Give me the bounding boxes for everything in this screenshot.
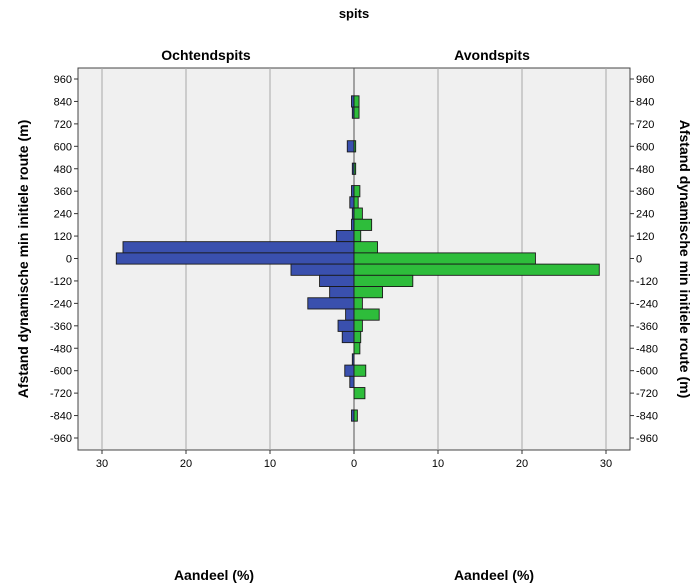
- y-axis-label-right: Afstand dynamische min initiele route (m…: [677, 120, 693, 399]
- y-tick-label-left-9: -120: [50, 276, 72, 288]
- y-tick-label-left-7: 120: [54, 231, 72, 243]
- avondspits-bars: [353, 95, 600, 422]
- bar-ochtendspits-13: [329, 286, 355, 299]
- y-tick-label-left-0: 960: [54, 74, 72, 86]
- panel-title-right: Avondspits: [454, 47, 530, 63]
- bar-ochtendspits-12: [319, 274, 355, 287]
- bar-ochtendspits-15: [345, 308, 355, 321]
- bar-avondspits-0: [353, 95, 360, 108]
- bar-ochtendspits-2: [346, 140, 355, 153]
- x-tick-label-1: 20: [180, 458, 192, 470]
- x-ticks: 30 20 10 0 10 20 30: [96, 450, 612, 470]
- y-tick-label-right-3: 600: [636, 141, 654, 153]
- x-tick-label-2: 10: [264, 458, 276, 470]
- bar-avondspits-4: [353, 185, 361, 198]
- y-tick-label-left-14: -720: [50, 388, 72, 400]
- x-tick-label-6: 30: [600, 458, 612, 470]
- bar-ochtendspits-20: [349, 375, 355, 388]
- bar-avondspits-13: [353, 286, 384, 299]
- y-tick-label-right-6: 240: [636, 209, 654, 221]
- y-tick-label-right-4: 480: [636, 164, 654, 176]
- bar-avondspits-7: [353, 218, 373, 231]
- y-tick-label-left-4: 480: [54, 164, 72, 176]
- bar-avondspits-21: [353, 409, 358, 422]
- x-tick-label-3: 0: [351, 458, 357, 470]
- bar-avondspits-9: [353, 241, 378, 254]
- bar-ochtendspits-9: [122, 241, 355, 254]
- y-tick-label-left-13: -600: [50, 366, 72, 378]
- bar-avondspits-3: [353, 162, 357, 175]
- bar-avondspits-12: [353, 274, 414, 287]
- bar-avondspits-16: [353, 319, 363, 332]
- y-tick-label-right-11: -360: [636, 321, 658, 333]
- bar-ochtendspits-18: [351, 353, 355, 366]
- y-tick-label-left-11: -360: [50, 321, 72, 333]
- y-tick-label-left-3: 600: [54, 141, 72, 153]
- y-tick-label-right-13: -600: [636, 366, 658, 378]
- y-tick-label-right-16: -960: [636, 433, 658, 445]
- bar-avondspits-19: [353, 364, 367, 377]
- y-tick-label-left-12: -480: [50, 343, 72, 355]
- bar-ochtendspits-11: [290, 263, 355, 276]
- y-tick-label-right-14: -720: [636, 388, 658, 400]
- bar-avondspits-11: [353, 263, 600, 276]
- y-tick-label-left-16: -960: [50, 433, 72, 445]
- y-axis-label-left: Afstand dynamische min initiele route (m…: [15, 120, 31, 399]
- bar-avondspits-1: [353, 106, 360, 119]
- y-tick-label-right-5: 360: [636, 186, 654, 198]
- bar-ochtendspits-14: [307, 297, 355, 310]
- bar-avondspits-10: [353, 252, 536, 265]
- bar-ochtendspits-5: [349, 196, 355, 209]
- y-ticks-left: 960 840 720 600 480 360 240 120 0 -120 -240 -360 -48…: [50, 74, 78, 445]
- bar-avondspits-18: [353, 342, 361, 355]
- bar-avondspits-2: [353, 140, 357, 153]
- y-tick-label-right-10: -240: [636, 298, 658, 310]
- bar-ochtendspits-19: [344, 364, 355, 377]
- y-tick-label-left-10: -240: [50, 298, 72, 310]
- bar-avondspits-14: [353, 297, 363, 310]
- bar-avondspits-5: [353, 196, 359, 209]
- y-tick-label-right-2: 720: [636, 119, 654, 131]
- bar-avondspits-8: [353, 230, 362, 243]
- y-tick-label-right-7: 120: [636, 231, 654, 243]
- bar-ochtendspits-8: [335, 230, 355, 243]
- y-tick-label-left-2: 720: [54, 119, 72, 131]
- bar-ochtendspits-10: [115, 252, 355, 265]
- bar-avondspits-17: [353, 330, 362, 344]
- y-tick-label-left-15: -840: [50, 411, 72, 423]
- y-tick-label-right-8: 0: [636, 254, 642, 266]
- y-tick-label-left-6: 240: [54, 209, 72, 221]
- chart-title: spits: [339, 6, 369, 21]
- y-tick-label-right-12: -480: [636, 343, 658, 355]
- y-ticks-right: 960 840 720 600 480 360 240 120 0 -120 -240 -360 -48…: [630, 74, 658, 445]
- bar-ochtendspits-16: [337, 319, 355, 332]
- bar-avondspits-6: [353, 207, 363, 220]
- bar-ochtendspits-17: [341, 330, 355, 344]
- y-tick-label-right-9: -120: [636, 276, 658, 288]
- y-tick-label-right-0: 960: [636, 74, 654, 86]
- y-tick-label-right-1: 840: [636, 96, 654, 108]
- x-tick-label-4: 10: [432, 458, 444, 470]
- x-axis-label-right: Aandeel (%): [454, 567, 534, 583]
- x-tick-label-5: 20: [516, 458, 528, 470]
- y-tick-label-left-8: 0: [66, 254, 72, 266]
- bar-avondspits-15: [353, 308, 380, 321]
- bar-avondspits-20: [353, 387, 366, 400]
- y-tick-label-left-1: 840: [54, 96, 72, 108]
- y-tick-label-right-15: -840: [636, 411, 658, 423]
- y-tick-label-left-5: 360: [54, 186, 72, 198]
- x-axis-label-left: Aandeel (%): [174, 567, 254, 583]
- panel-title-left: Ochtendspits: [161, 47, 251, 63]
- x-tick-label-0: 30: [96, 458, 108, 470]
